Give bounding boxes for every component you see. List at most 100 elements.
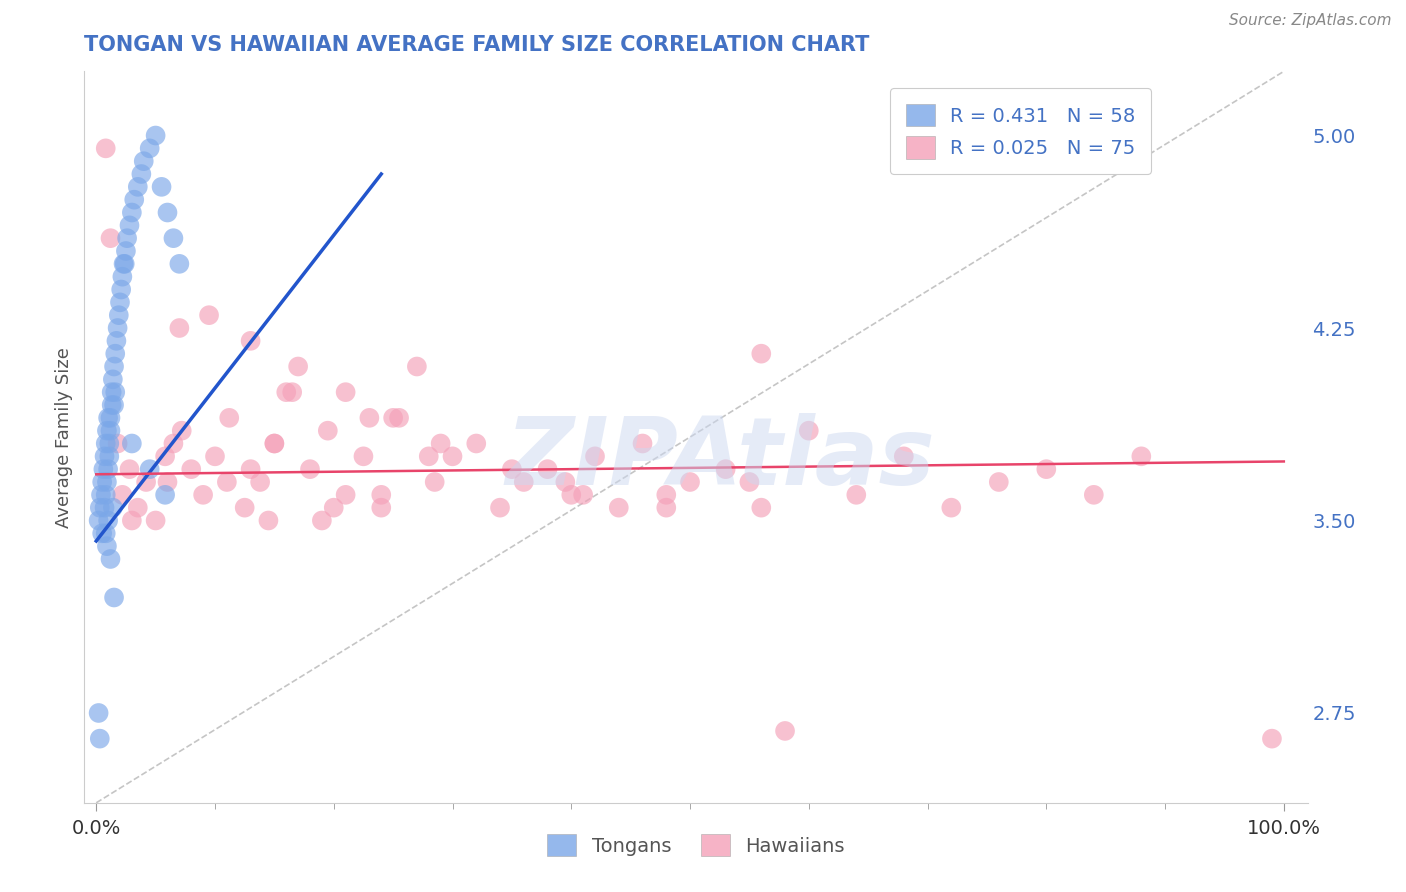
Hawaiians: [153, 450, 176, 464]
Tongans: [93, 450, 115, 464]
Tongans: [107, 321, 129, 335]
Hawaiians: [655, 500, 678, 515]
Hawaiians: [204, 450, 226, 464]
Hawaiians: [631, 436, 654, 450]
Hawaiians: [121, 514, 143, 528]
Hawaiians: [513, 475, 536, 489]
Hawaiians: [1130, 450, 1153, 464]
Hawaiians: [749, 500, 772, 515]
Hawaiians: [287, 359, 309, 374]
Tongans: [105, 334, 128, 348]
Hawaiians: [941, 500, 963, 515]
Hawaiians: [239, 462, 262, 476]
Legend: Tongans, Hawaiians: Tongans, Hawaiians: [537, 824, 855, 866]
Tongans: [111, 269, 134, 284]
Hawaiians: [335, 488, 357, 502]
Hawaiians: [218, 410, 240, 425]
Hawaiians: [560, 488, 582, 502]
Hawaiians: [107, 436, 129, 450]
Text: Source: ZipAtlas.com: Source: ZipAtlas.com: [1229, 13, 1392, 29]
Tongans: [104, 346, 127, 360]
Hawaiians: [465, 436, 488, 450]
Hawaiians: [127, 500, 149, 515]
Tongans: [91, 475, 114, 489]
Tongans: [97, 410, 120, 425]
Tongans: [94, 526, 117, 541]
Hawaiians: [249, 475, 271, 489]
Hawaiians: [145, 514, 167, 528]
Hawaiians: [198, 308, 221, 322]
Tongans: [127, 179, 149, 194]
Hawaiians: [536, 462, 558, 476]
Tongans: [87, 706, 110, 720]
Hawaiians: [263, 436, 285, 450]
Hawaiians: [135, 475, 157, 489]
Tongans: [94, 436, 117, 450]
Hawaiians: [276, 385, 298, 400]
Tongans: [138, 462, 160, 476]
Text: TONGAN VS HAWAIIAN AVERAGE FAMILY SIZE CORRELATION CHART: TONGAN VS HAWAIIAN AVERAGE FAMILY SIZE C…: [84, 35, 870, 54]
Hawaiians: [845, 488, 868, 502]
Tongans: [138, 141, 160, 155]
Tongans: [93, 462, 115, 476]
Tongans: [98, 450, 121, 464]
Tongans: [104, 385, 127, 400]
Hawaiians: [322, 500, 344, 515]
Tongans: [87, 514, 110, 528]
Hawaiians: [429, 436, 451, 450]
Hawaiians: [501, 462, 523, 476]
Tongans: [100, 385, 122, 400]
Tongans: [150, 179, 173, 194]
Hawaiians: [489, 500, 512, 515]
Hawaiians: [180, 462, 202, 476]
Hawaiians: [418, 450, 440, 464]
Tongans: [115, 244, 138, 258]
Tongans: [101, 372, 124, 386]
Hawaiians: [359, 410, 381, 425]
Hawaiians: [239, 334, 262, 348]
Tongans: [118, 219, 141, 233]
Tongans: [107, 308, 129, 322]
Hawaiians: [797, 424, 820, 438]
Hawaiians: [170, 424, 193, 438]
Hawaiians: [1083, 488, 1105, 502]
Tongans: [103, 398, 125, 412]
Hawaiians: [406, 359, 429, 374]
Tongans: [121, 436, 143, 450]
Hawaiians: [316, 424, 339, 438]
Hawaiians: [388, 410, 411, 425]
Hawaiians: [607, 500, 630, 515]
Tongans: [96, 539, 118, 553]
Hawaiians: [423, 475, 446, 489]
Hawaiians: [738, 475, 761, 489]
Hawaiians: [169, 321, 191, 335]
Hawaiians: [1035, 462, 1057, 476]
Hawaiians: [572, 488, 595, 502]
Tongans: [96, 424, 118, 438]
Hawaiians: [714, 462, 737, 476]
Hawaiians: [987, 475, 1010, 489]
Tongans: [94, 488, 117, 502]
Hawaiians: [335, 385, 357, 400]
Hawaiians: [118, 462, 141, 476]
Tongans: [100, 410, 122, 425]
Hawaiians: [352, 450, 374, 464]
Tongans: [132, 154, 155, 169]
Tongans: [90, 488, 112, 502]
Hawaiians: [111, 488, 134, 502]
Tongans: [101, 500, 124, 515]
Hawaiians: [554, 475, 576, 489]
Hawaiians: [162, 436, 184, 450]
Hawaiians: [191, 488, 214, 502]
Tongans: [103, 591, 125, 605]
Hawaiians: [679, 475, 702, 489]
Tongans: [89, 500, 111, 515]
Hawaiians: [263, 436, 285, 450]
Hawaiians: [382, 410, 405, 425]
Hawaiians: [655, 488, 678, 502]
Hawaiians: [281, 385, 304, 400]
Tongans: [89, 731, 111, 746]
Tongans: [98, 436, 121, 450]
Tongans: [112, 257, 135, 271]
Hawaiians: [156, 475, 179, 489]
